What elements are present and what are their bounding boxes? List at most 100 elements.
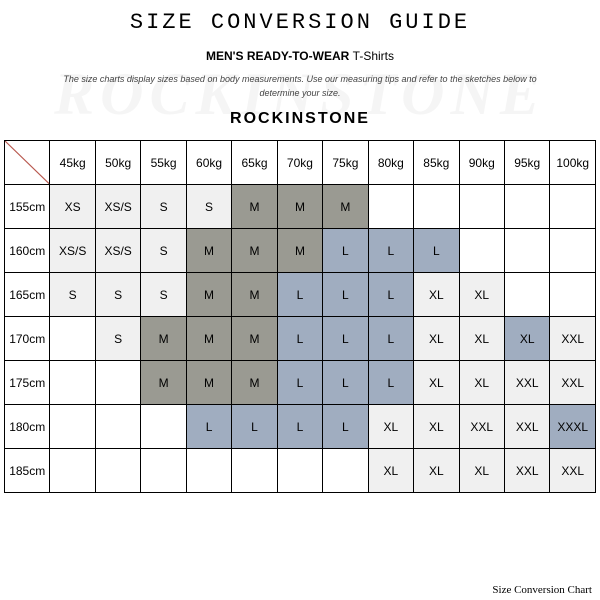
size-cell (504, 273, 549, 317)
size-cell: L (277, 273, 322, 317)
size-cell: XL (414, 273, 459, 317)
size-cell (550, 185, 596, 229)
size-cell: XXL (504, 449, 549, 493)
size-table: 45kg50kg55kg60kg65kg70kg75kg80kg85kg90kg… (4, 140, 596, 493)
size-cell: XL (414, 449, 459, 493)
height-header: 175cm (5, 361, 50, 405)
weight-header: 45kg (50, 141, 95, 185)
size-cell: XL (459, 361, 504, 405)
weight-header: 85kg (414, 141, 459, 185)
weight-header: 65kg (232, 141, 277, 185)
size-cell: XS/S (50, 229, 95, 273)
height-header: 160cm (5, 229, 50, 273)
size-cell: M (141, 361, 186, 405)
size-cell: XXL (459, 405, 504, 449)
weight-header: 100kg (550, 141, 596, 185)
size-cell: L (323, 405, 368, 449)
size-cell: M (232, 229, 277, 273)
brand-name: ROCKINSTONE (4, 110, 596, 128)
size-cell: XS/S (95, 185, 140, 229)
size-cell: L (368, 229, 413, 273)
weight-header: 90kg (459, 141, 504, 185)
size-cell (186, 449, 231, 493)
size-cell: M (232, 185, 277, 229)
subtitle: MEN'S READY-TO-WEAR T-Shirts (4, 49, 596, 63)
size-cell: L (368, 361, 413, 405)
size-cell: S (141, 185, 186, 229)
size-cell: L (232, 405, 277, 449)
size-cell (95, 405, 140, 449)
size-cell: M (277, 185, 322, 229)
size-cell: L (323, 361, 368, 405)
size-cell (504, 185, 549, 229)
caption-text: Size Conversion Chart (492, 584, 592, 596)
size-cell (50, 361, 95, 405)
size-cell: M (186, 317, 231, 361)
corner-cell (5, 141, 50, 185)
size-cell: XL (459, 273, 504, 317)
size-cell: XL (414, 361, 459, 405)
size-cell (95, 449, 140, 493)
size-cell (50, 317, 95, 361)
size-cell (50, 449, 95, 493)
size-cell (232, 449, 277, 493)
size-cell: XS (50, 185, 95, 229)
size-cell: L (323, 273, 368, 317)
size-cell: L (277, 317, 322, 361)
size-cell: M (323, 185, 368, 229)
size-cell: XL (414, 317, 459, 361)
size-cell: XXL (550, 361, 596, 405)
size-cell: M (186, 229, 231, 273)
size-cell: M (232, 273, 277, 317)
size-cell: XL (459, 449, 504, 493)
subtitle-prefix: MEN'S READY-TO-WEAR (206, 49, 349, 63)
size-cell: XL (368, 405, 413, 449)
height-header: 185cm (5, 449, 50, 493)
size-cell: S (186, 185, 231, 229)
note-text: The size charts display sizes based on b… (44, 73, 556, 100)
size-cell: M (141, 317, 186, 361)
size-cell (459, 229, 504, 273)
size-cell: XXXL (550, 405, 596, 449)
size-cell (277, 449, 322, 493)
size-cell: L (277, 361, 322, 405)
size-cell (459, 185, 504, 229)
size-cell (504, 229, 549, 273)
page-title: SIZE CONVERSION GUIDE (4, 10, 596, 35)
height-header: 170cm (5, 317, 50, 361)
size-cell (368, 185, 413, 229)
size-cell: L (368, 273, 413, 317)
size-cell (550, 273, 596, 317)
weight-header: 75kg (323, 141, 368, 185)
size-cell: XL (414, 405, 459, 449)
size-cell: XXL (550, 449, 596, 493)
size-cell: XXL (504, 405, 549, 449)
size-cell: XXL (550, 317, 596, 361)
size-cell: L (368, 317, 413, 361)
size-cell (95, 361, 140, 405)
size-cell (50, 405, 95, 449)
size-cell: S (50, 273, 95, 317)
size-cell (550, 229, 596, 273)
size-cell: M (277, 229, 322, 273)
size-cell: L (323, 229, 368, 273)
height-header: 180cm (5, 405, 50, 449)
weight-header: 55kg (141, 141, 186, 185)
size-cell (323, 449, 368, 493)
size-cell: L (323, 317, 368, 361)
size-cell: XL (368, 449, 413, 493)
size-cell (141, 449, 186, 493)
size-cell: M (186, 361, 231, 405)
size-cell (414, 185, 459, 229)
size-cell (141, 405, 186, 449)
subtitle-item: T-Shirts (353, 49, 394, 63)
weight-header: 50kg (95, 141, 140, 185)
weight-header: 80kg (368, 141, 413, 185)
size-cell: S (95, 317, 140, 361)
size-cell: XS/S (95, 229, 140, 273)
weight-header: 60kg (186, 141, 231, 185)
size-cell: S (95, 273, 140, 317)
size-cell: M (186, 273, 231, 317)
size-cell: XXL (504, 361, 549, 405)
size-cell: L (277, 405, 322, 449)
